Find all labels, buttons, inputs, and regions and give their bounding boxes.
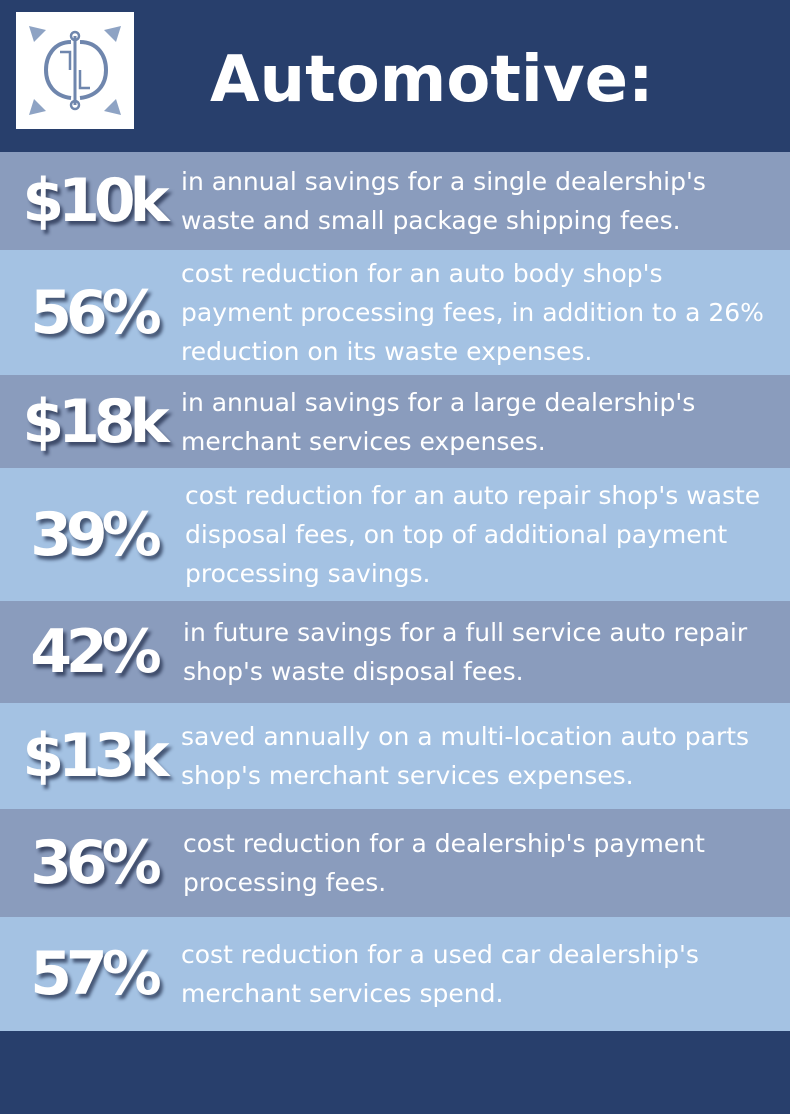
stat-row: 36% cost reduction for a dealership's pa… bbox=[0, 809, 790, 917]
stat-description: cost reduction for a used car dealership… bbox=[181, 940, 699, 1008]
stat-row: 39% cost reduction for an auto repair sh… bbox=[0, 468, 790, 601]
stat-description: cost reduction for an auto repair shop's… bbox=[185, 481, 761, 588]
stat-value: 39% bbox=[30, 499, 162, 570]
stat-row: $18k in annual savings for a large deale… bbox=[0, 375, 790, 468]
stat-description: in future savings for a full service aut… bbox=[183, 618, 748, 686]
stat-description: cost reduction for a dealership's paymen… bbox=[183, 829, 705, 897]
stat-description: cost reduction for an auto body shop's p… bbox=[181, 259, 764, 366]
stat-value: 57% bbox=[30, 939, 162, 1009]
stat-description: in annual savings for a large dealership… bbox=[181, 387, 696, 456]
header: Automotive: bbox=[0, 0, 790, 152]
page-title: Automotive: bbox=[210, 43, 654, 117]
stat-value: 56% bbox=[30, 277, 162, 348]
stat-value: 36% bbox=[30, 828, 162, 898]
stat-description: saved annually on a multi-location auto … bbox=[181, 722, 750, 790]
stat-row: 56% cost reduction for an auto body shop… bbox=[0, 250, 790, 375]
monogram-logo-icon bbox=[29, 26, 121, 115]
stat-row: 57% cost reduction for a used car dealer… bbox=[0, 917, 790, 1031]
stat-row: $10k in annual savings for a single deal… bbox=[0, 152, 790, 250]
stats-list: $10k in annual savings for a single deal… bbox=[0, 152, 790, 1031]
stat-value: $10k bbox=[22, 166, 169, 236]
stat-value: $18k bbox=[22, 386, 169, 457]
stat-value: $13k bbox=[22, 721, 169, 791]
company-logo bbox=[16, 12, 134, 129]
stat-row: $13k saved annually on a multi-location … bbox=[0, 703, 790, 809]
footer-band bbox=[0, 1031, 790, 1114]
stat-row: 42% in future savings for a full service… bbox=[0, 601, 790, 703]
stat-description: in annual savings for a single dealershi… bbox=[181, 167, 706, 235]
stat-value: 42% bbox=[30, 617, 162, 687]
